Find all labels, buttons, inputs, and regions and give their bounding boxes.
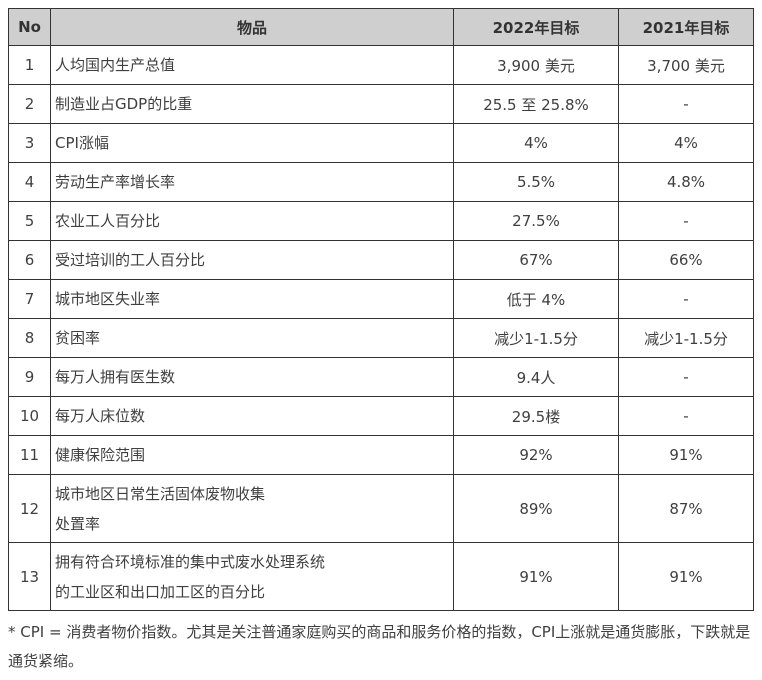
- table-row: 1 人均国内生产总值 3,900 美元 3,700 美元: [8, 45, 754, 85]
- item-name: 人均国内生产总值: [50, 45, 454, 85]
- target-2022: 89%: [453, 474, 619, 543]
- target-2022: 3,900 美元: [453, 45, 619, 85]
- target-2021: 3,700 美元: [618, 45, 754, 85]
- target-2022: 29.5楼: [453, 396, 619, 436]
- target-2022: 5.5%: [453, 162, 619, 202]
- table-row: 9 每万人拥有医生数 9.4人 -: [8, 357, 754, 397]
- row-number: 3: [8, 123, 51, 163]
- item-name: 制造业占GDP的比重: [50, 84, 454, 124]
- target-2022: 27.5%: [453, 201, 619, 241]
- table-row: 7 城市地区失业率 低于 4% -: [8, 279, 754, 319]
- row-number: 5: [8, 201, 51, 241]
- row-number: 1: [8, 45, 51, 85]
- header-row: No 物品 2022年目标 2021年目标: [8, 8, 754, 46]
- table-row: 12 城市地区日常生活固体废物收集 处置率 89% 87%: [8, 474, 754, 543]
- table-row: 10 每万人床位数 29.5楼 -: [8, 396, 754, 436]
- item-name: 城市地区失业率: [50, 279, 454, 319]
- target-2021: 4.8%: [618, 162, 754, 202]
- target-2021: 66%: [618, 240, 754, 280]
- target-2022: 低于 4%: [453, 279, 619, 319]
- target-2022: 减少1-1.5分: [453, 318, 619, 358]
- target-2021: 减少1-1.5分: [618, 318, 754, 358]
- row-number: 4: [8, 162, 51, 202]
- item-name: 每万人床位数: [50, 396, 454, 436]
- col-header-no: No: [8, 8, 51, 46]
- row-number: 13: [8, 542, 51, 611]
- row-number: 7: [8, 279, 51, 319]
- target-2022: 67%: [453, 240, 619, 280]
- target-2022: 91%: [453, 542, 619, 611]
- target-2022: 9.4人: [453, 357, 619, 397]
- row-number: 9: [8, 357, 51, 397]
- row-number: 11: [8, 435, 51, 475]
- footnote: * CPI = 消费者物价指数。尤其是关注普通家庭购买的商品和服务价格的指数，C…: [8, 623, 751, 670]
- table-row: 13 拥有符合环境标准的集中式废水处理系统 的工业区和出口加工区的百分比 91%…: [8, 542, 754, 611]
- table-row: 2 制造业占GDP的比重 25.5 至 25.8% -: [8, 84, 754, 124]
- col-header-item: 物品: [50, 8, 454, 46]
- item-name: 每万人拥有医生数: [50, 357, 454, 397]
- item-name: CPI涨幅: [50, 123, 454, 163]
- target-2022: 92%: [453, 435, 619, 475]
- item-name: 拥有符合环境标准的集中式废水处理系统 的工业区和出口加工区的百分比: [50, 542, 454, 611]
- table-row: 8 贫困率 减少1-1.5分 减少1-1.5分: [8, 318, 754, 358]
- row-number: 10: [8, 396, 51, 436]
- item-name: 受过培训的工人百分比: [50, 240, 454, 280]
- target-2021: -: [618, 279, 754, 319]
- row-number: 12: [8, 474, 51, 543]
- col-header-2022: 2022年目标: [453, 8, 619, 46]
- target-2021: -: [618, 201, 754, 241]
- item-name: 农业工人百分比: [50, 201, 454, 241]
- row-number: 8: [8, 318, 51, 358]
- target-2021: 91%: [618, 435, 754, 475]
- item-name: 劳动生产率增长率: [50, 162, 454, 202]
- target-2021: -: [618, 84, 754, 124]
- table-row: 11 健康保险范围 92% 91%: [8, 435, 754, 475]
- table-row: 4 劳动生产率增长率 5.5% 4.8%: [8, 162, 754, 202]
- item-name: 贫困率: [50, 318, 454, 358]
- col-header-2021: 2021年目标: [618, 8, 754, 46]
- target-2022: 4%: [453, 123, 619, 163]
- target-2021: -: [618, 357, 754, 397]
- target-2021: 4%: [618, 123, 754, 163]
- target-2022: 25.5 至 25.8%: [453, 84, 619, 124]
- targets-table: No 物品 2022年目标 2021年目标 1 人均国内生产总值 3,900 美…: [8, 8, 754, 611]
- table-row: 3 CPI涨幅 4% 4%: [8, 123, 754, 163]
- row-number: 6: [8, 240, 51, 280]
- target-2021: 91%: [618, 542, 754, 611]
- target-2021: 87%: [618, 474, 754, 543]
- table-row: 5 农业工人百分比 27.5% -: [8, 201, 754, 241]
- row-number: 2: [8, 84, 51, 124]
- target-2021: -: [618, 396, 754, 436]
- item-name: 健康保险范围: [50, 435, 454, 475]
- table-row: 6 受过培训的工人百分比 67% 66%: [8, 240, 754, 280]
- item-name: 城市地区日常生活固体废物收集 处置率: [50, 474, 454, 543]
